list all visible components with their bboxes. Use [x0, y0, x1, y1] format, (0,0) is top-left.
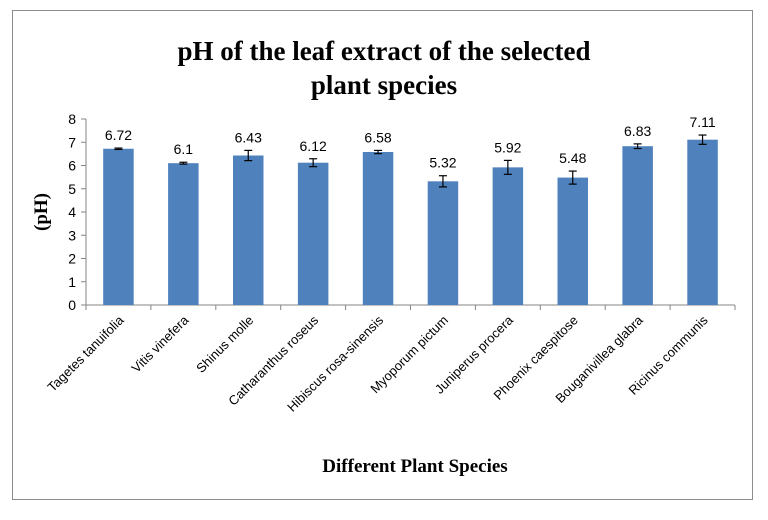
- y-tick-label: 7: [68, 134, 76, 150]
- data-label: 5.48: [559, 150, 586, 166]
- y-tick-label: 3: [68, 227, 76, 243]
- data-labels: 6.72 6.1 6.43 6.12 6.58 5.32 5.92 5.48 6.83 7.11: [105, 114, 716, 171]
- data-label: 6.12: [300, 138, 327, 154]
- bar: [232, 155, 264, 305]
- y-tick-label: 2: [68, 251, 76, 267]
- error-bar: [438, 175, 447, 188]
- data-label: 6.83: [624, 123, 651, 139]
- bar: [687, 139, 718, 305]
- y-tick-label: 5: [68, 181, 76, 197]
- data-label: 6.72: [105, 127, 132, 143]
- data-label: 5.92: [494, 139, 521, 155]
- y-axis: 0 1 2 3 4 5 6 7 8: [68, 111, 87, 313]
- bar: [297, 162, 329, 305]
- error-bar: [374, 149, 383, 155]
- y-tick-label: 0: [68, 297, 76, 313]
- chart-title-line-2: plant species: [310, 70, 458, 100]
- error-bar: [698, 134, 707, 145]
- data-label: 6.43: [235, 129, 262, 145]
- y-tick-label: 8: [68, 111, 76, 127]
- bar: [427, 181, 459, 305]
- data-label: 6.1: [174, 141, 194, 157]
- error-bar: [114, 147, 123, 151]
- chart-title: pH of the leaf extract of the selected p…: [0, 34, 768, 102]
- data-label: 7.11: [689, 114, 715, 130]
- category-label: Tagetes tanuifolia: [44, 312, 127, 395]
- bar: [492, 167, 524, 305]
- error-bar: [309, 158, 318, 168]
- error-bar: [568, 170, 577, 185]
- x-axis: [85, 304, 736, 310]
- category-labels: Tagetes tanuifolia Vitis vinefera Shinus m…: [44, 312, 711, 415]
- error-bar: [244, 149, 253, 162]
- bar: [103, 148, 134, 305]
- y-tick-label: 4: [68, 204, 76, 220]
- error-bar: [179, 161, 188, 165]
- x-axis-title: Different Plant Species: [322, 456, 507, 477]
- bar: [557, 177, 589, 305]
- bars: [103, 139, 718, 305]
- error-bars: [114, 134, 707, 188]
- y-tick-label: 1: [68, 274, 76, 290]
- data-label: 5.32: [429, 155, 456, 171]
- y-tick-label: 6: [68, 158, 76, 174]
- category-label: Shinus molle: [193, 313, 256, 376]
- category-label: Vitis vinefera: [128, 312, 192, 376]
- bar: [362, 152, 394, 305]
- bar: [622, 146, 653, 305]
- bar: [168, 163, 199, 305]
- y-axis-title: (pH): [31, 193, 52, 231]
- chart-title-line-1: pH of the leaf extract of the selected: [177, 36, 591, 66]
- data-label: 6.58: [364, 129, 391, 145]
- error-bar: [633, 143, 642, 150]
- error-bar: [503, 159, 512, 175]
